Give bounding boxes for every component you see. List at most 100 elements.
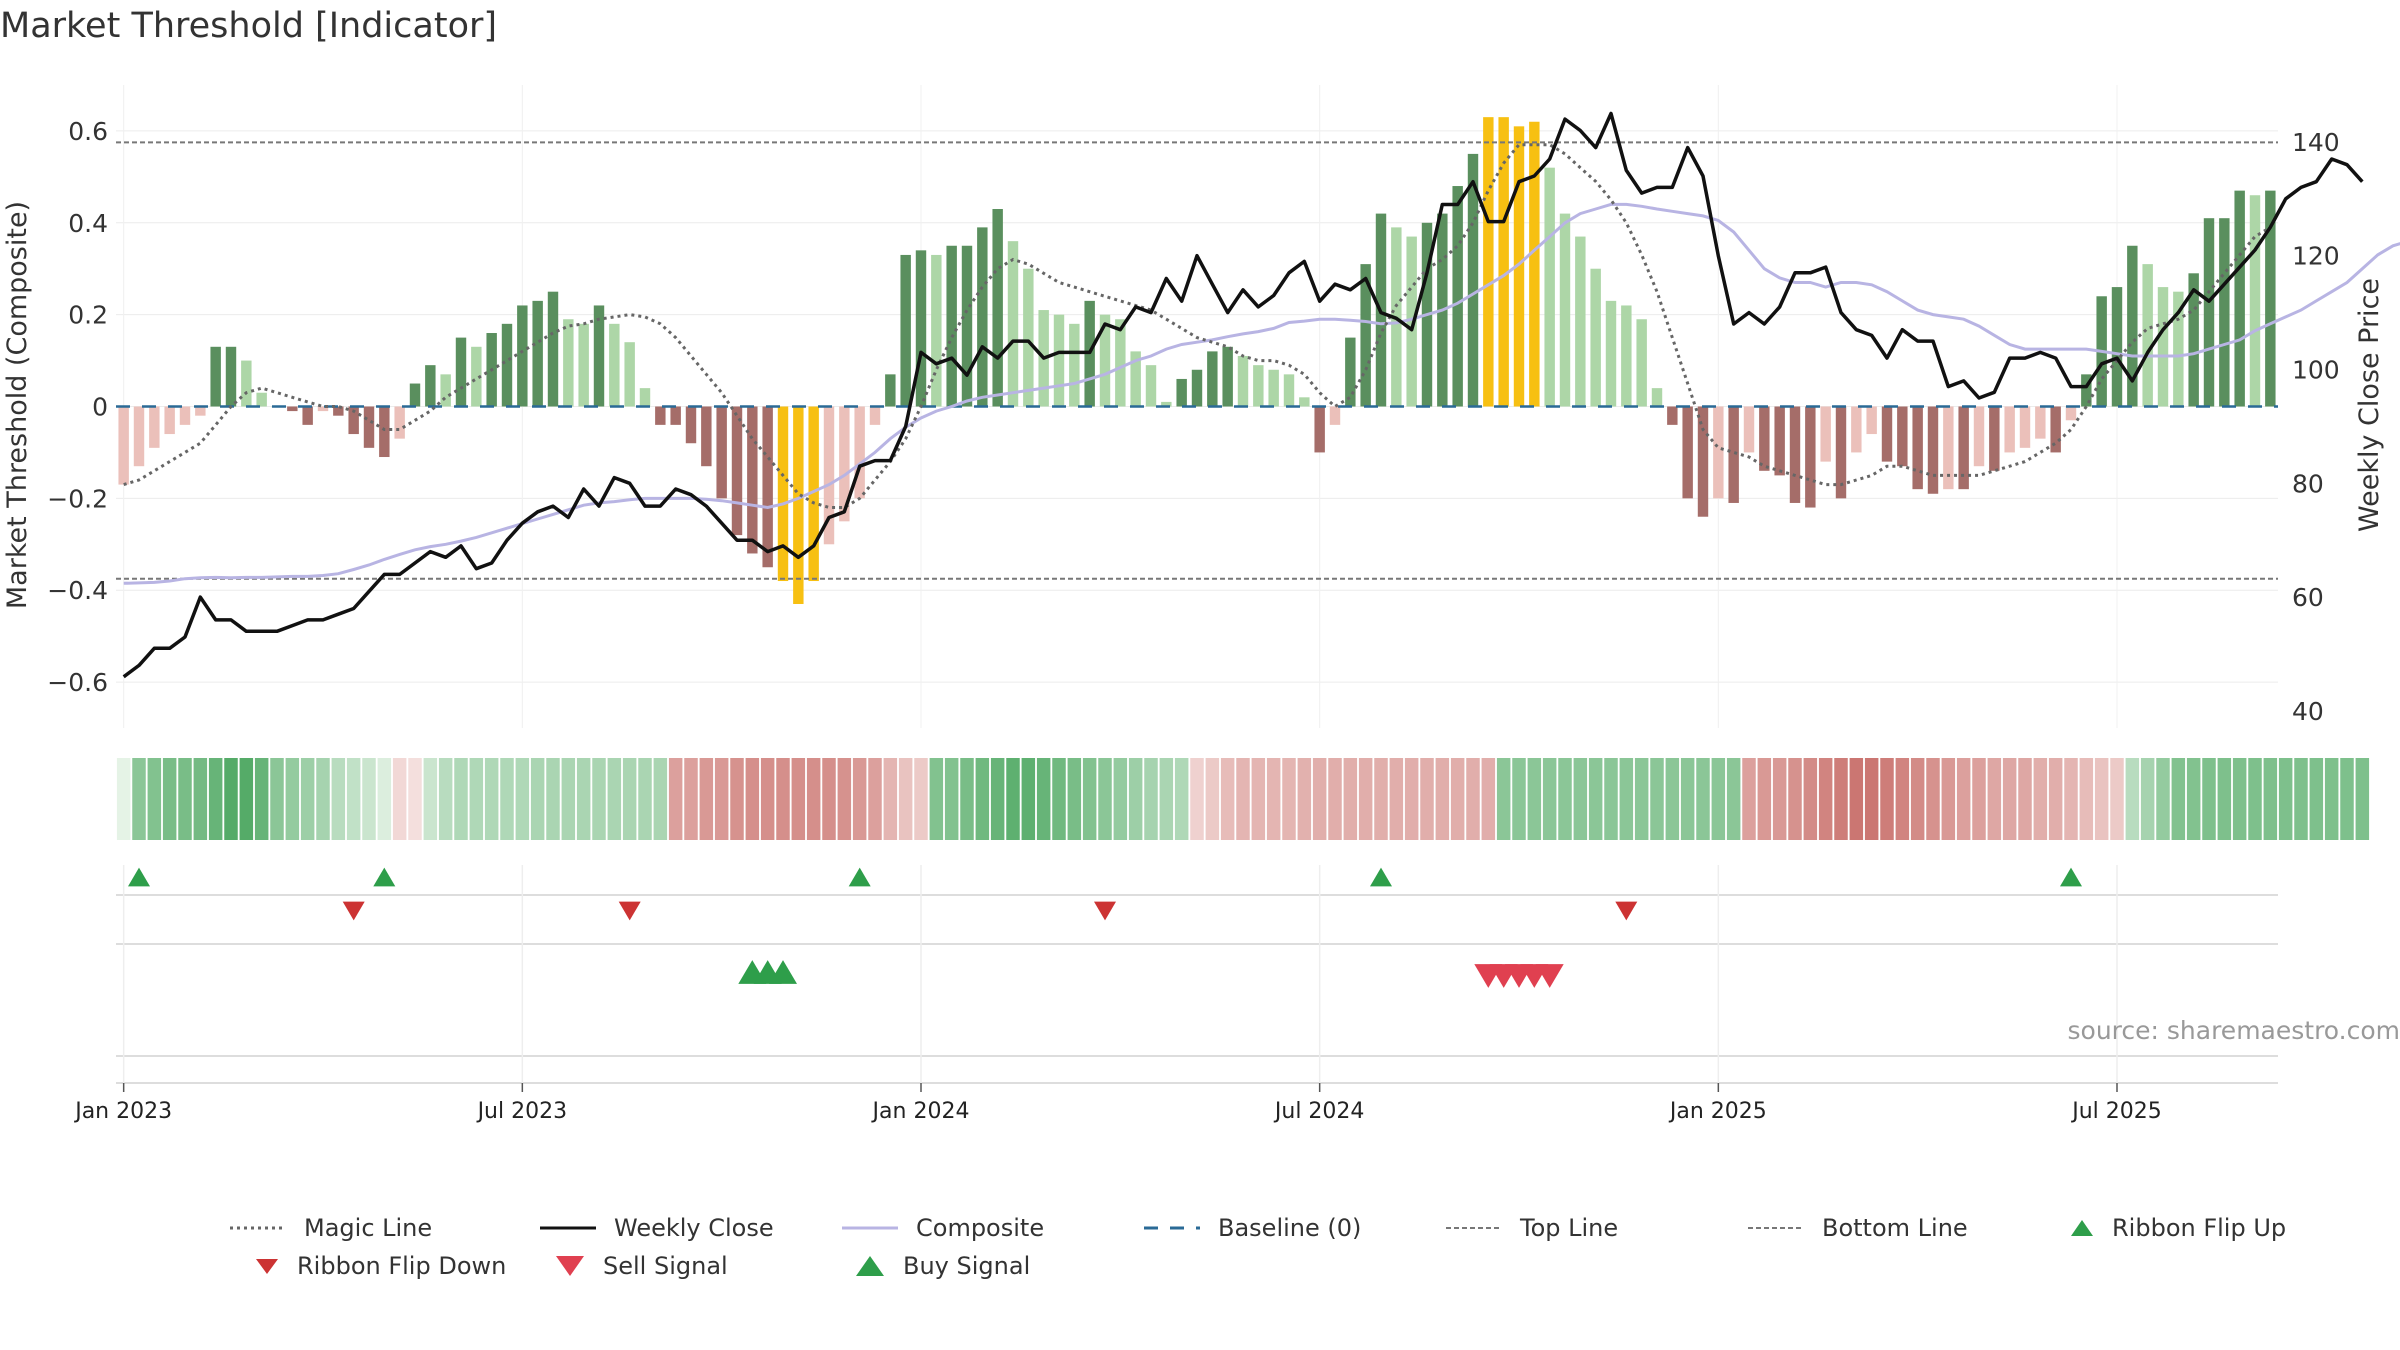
- ribbon-flip-up-marker: [848, 867, 871, 887]
- ribbon-cell: [975, 758, 990, 840]
- y-tick-label: 0: [92, 393, 108, 422]
- composite-bar: [2249, 195, 2261, 407]
- ribbon-cell: [1895, 758, 1910, 840]
- ribbon-flip-down-marker: [618, 901, 641, 921]
- composite-bar: [915, 250, 927, 407]
- ribbon-cell: [1312, 758, 1327, 840]
- ribbon-cell: [1803, 758, 1818, 840]
- ribbon-cell: [1849, 758, 1864, 840]
- ribbon-cell: [852, 758, 867, 840]
- ribbon-cell: [1082, 758, 1097, 840]
- composite-bar: [1069, 323, 1080, 407]
- bar-series: [118, 117, 2276, 604]
- ribbon-cell: [883, 758, 898, 840]
- composite-bar: [563, 319, 574, 407]
- ribbon-cell: [2110, 758, 2124, 840]
- ribbon-cell: [1972, 758, 1986, 840]
- composite-bar: [931, 254, 942, 407]
- ribbon-cell: [1542, 758, 1557, 840]
- composite-bar: [1207, 351, 1218, 407]
- ribbon-cell: [1864, 758, 1879, 840]
- composite-bar: [241, 360, 252, 407]
- ribbon-cell: [653, 758, 668, 840]
- legend-label: Bottom Line: [1822, 1214, 1968, 1242]
- ribbon-cell: [1512, 758, 1526, 840]
- ribbon-cell: [1880, 758, 1894, 840]
- composite-bar: [2188, 273, 2199, 407]
- composite-bar: [348, 406, 359, 435]
- composite-bar: [1145, 365, 1157, 407]
- composite-bar: [639, 388, 651, 407]
- ribbon-cell: [776, 758, 790, 840]
- composite-bar: [823, 406, 835, 545]
- composite-bar: [1191, 369, 1203, 407]
- ribbon-cell: [1098, 758, 1112, 840]
- ribbon-cell: [2125, 758, 2140, 840]
- composite-bar: [885, 374, 896, 407]
- ribbon-cell: [1036, 758, 1051, 840]
- legend-item-ribbon-flip-down: Ribbon Flip Down: [255, 1248, 506, 1284]
- composite-bar: [1007, 241, 1019, 407]
- composite-bar: [317, 406, 329, 412]
- ribbon-cell: [668, 758, 683, 840]
- ribbon-cell: [1404, 758, 1419, 840]
- composite-bar: [1912, 406, 1923, 490]
- composite-smoothed-line: [123, 202, 2400, 585]
- ribbon-cell: [2248, 758, 2262, 840]
- ribbon-cell: [362, 758, 376, 840]
- ribbon-cell: [944, 758, 959, 840]
- ribbon-cell: [530, 758, 545, 840]
- ribbon-cell: [1343, 758, 1358, 840]
- composite-bar: [1329, 406, 1341, 425]
- ribbon-cell: [2263, 758, 2278, 840]
- ribbon-cell: [1588, 758, 1603, 840]
- ribbon-cell: [1788, 758, 1802, 840]
- composite-bar: [501, 323, 513, 407]
- chart-title: Market Threshold [Indicator]: [0, 6, 498, 46]
- composite-bar: [1498, 117, 1509, 407]
- ribbon-cell: [1834, 758, 1848, 840]
- ribbon-cell: [730, 758, 744, 840]
- composite-bar: [2050, 406, 2061, 453]
- y2-tick-label: 140: [2292, 128, 2340, 157]
- legend-label: Buy Signal: [903, 1252, 1031, 1280]
- composite-line-icon: [842, 1226, 898, 1230]
- ribbon-cell: [1757, 758, 1772, 840]
- ribbon-cell: [1650, 758, 1664, 840]
- ribbon-cell: [1726, 758, 1741, 840]
- composite-bar: [1805, 406, 1816, 508]
- ribbon-cell: [1328, 758, 1342, 840]
- ribbon-cell: [1052, 758, 1066, 840]
- composite-bar: [517, 305, 528, 407]
- composite-bar: [532, 300, 543, 407]
- legend-item-ribbon-flip-up: Ribbon Flip Up: [2070, 1210, 2286, 1246]
- y2-tick-label: 80: [2292, 469, 2324, 498]
- ribbon-cell: [1619, 758, 1634, 840]
- source-credit: source: sharemaestro.com: [2067, 1016, 2400, 1045]
- ribbon-cell: [1435, 758, 1450, 840]
- composite-bar: [1299, 397, 1310, 407]
- composite-bar: [1483, 117, 1494, 407]
- ribbon-cell: [2186, 758, 2201, 840]
- composite-bar: [210, 346, 221, 407]
- ribbon-cell: [546, 758, 560, 840]
- ribbon-cell: [515, 758, 530, 840]
- composite-bar: [1161, 401, 1172, 407]
- composite-bar: [1697, 406, 1709, 517]
- ribbon-strip: [116, 758, 2370, 840]
- composite-bar: [1943, 406, 1954, 490]
- ribbon-flip-down-marker: [1094, 901, 1116, 921]
- up-triangle-icon: [2071, 1220, 2093, 1236]
- composite-bar: [363, 406, 375, 448]
- ribbon-cell: [1956, 758, 1971, 840]
- legend-label: Ribbon Flip Down: [297, 1252, 507, 1280]
- composite-bar: [2234, 190, 2245, 407]
- ribbon-cell: [423, 758, 438, 840]
- composite-bar: [118, 406, 129, 485]
- ribbon-cell: [500, 758, 514, 840]
- composite-bar: [1360, 264, 1371, 407]
- composite-bar: [425, 365, 436, 407]
- ribbon-cell: [990, 758, 1005, 840]
- ribbon-cell: [1450, 758, 1465, 840]
- ribbon-cell: [1558, 758, 1572, 840]
